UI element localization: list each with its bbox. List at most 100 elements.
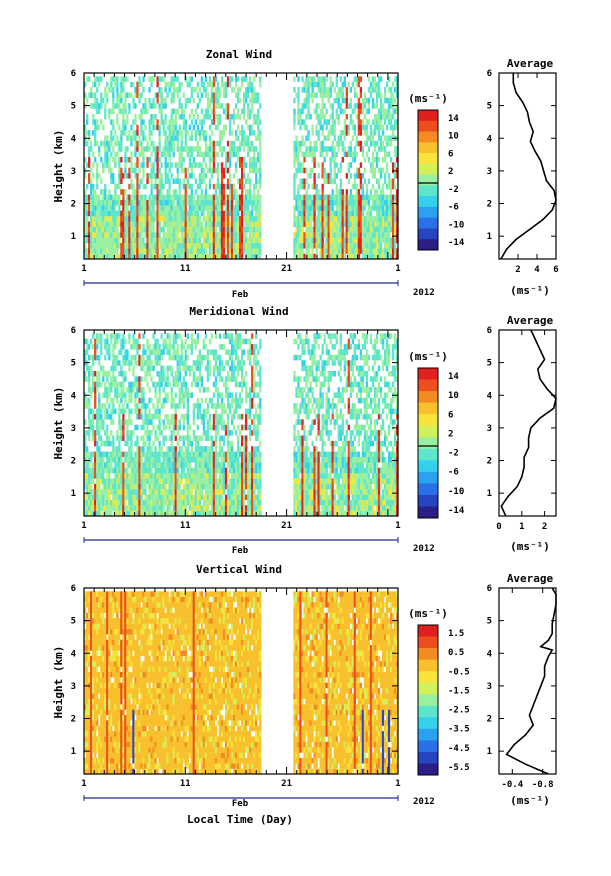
heatmap-cell: [178, 483, 181, 490]
heatmap-cell: [130, 124, 133, 131]
heatmap-cell: [212, 113, 216, 120]
heatmap-cell: [341, 97, 344, 104]
heatmap-cell: [144, 221, 147, 227]
heatmap-cell: [206, 467, 210, 474]
heatmap-cell: [166, 248, 169, 254]
heatmap-cell: [353, 232, 357, 238]
heatmap-cell: [329, 242, 332, 249]
heatmap-cell: [132, 216, 135, 222]
heatmap-cell: [192, 370, 195, 377]
heatmap-cell: [313, 205, 316, 211]
heatmap-cell: [249, 178, 252, 184]
heatmap-cell: [172, 462, 175, 468]
heatmap-cell: [152, 365, 155, 372]
heatmap-cell: [166, 221, 169, 227]
heatmap-cell: [98, 205, 101, 211]
heatmap-cell: [379, 108, 383, 115]
heatmap-cell: [389, 140, 393, 147]
heatmap-cell: [375, 242, 379, 249]
heatmap-cell: [319, 140, 322, 147]
heatmap-cell: [156, 494, 159, 501]
heatmap-cell: [335, 194, 338, 201]
heatmap-cell: [138, 194, 141, 201]
heatmap-cell: [367, 194, 371, 201]
heatmap-cell: [249, 226, 252, 233]
heatmap-cell: [311, 151, 314, 158]
heatmap-cell: [110, 130, 113, 136]
heatmap-cell: [108, 413, 111, 420]
heatmap-cell: [369, 81, 373, 88]
heatmap-cell: [325, 216, 328, 222]
heatmap-cell: [172, 210, 175, 217]
heatmap-cell: [108, 248, 111, 254]
heatmap-cell: [104, 151, 107, 158]
heatmap-cell: [118, 221, 121, 227]
heatmap-cell: [122, 333, 125, 339]
heatmap-cell: [184, 226, 187, 233]
heatmap-cell: [208, 156, 212, 163]
heatmap-cell: [166, 178, 169, 184]
heatmap-cell: [194, 232, 198, 238]
heatmap-cell: [226, 221, 230, 227]
heatmap-cell: [100, 424, 103, 431]
heatmap-cell: [98, 456, 101, 463]
heatmap-cell: [170, 237, 173, 244]
heatmap-cell: [112, 408, 115, 415]
heatmap-cell: [94, 430, 97, 436]
heatmap-cell: [176, 226, 179, 233]
heatmap-cell: [210, 462, 214, 468]
heatmap-cell: [178, 365, 181, 372]
heatmap-cell: [299, 210, 302, 217]
colorbar-tick-label: -2: [448, 185, 459, 195]
heatmap-cell: [148, 483, 151, 490]
heatmap-cell: [186, 344, 189, 350]
heatmap-cell: [379, 253, 383, 260]
heatmap-cell: [214, 205, 218, 211]
heatmap-cell: [196, 397, 200, 404]
heatmap-cell: [337, 205, 340, 211]
heatmap-cell: [100, 156, 103, 163]
heatmap-cell: [136, 387, 139, 393]
heatmap-cell: [216, 216, 220, 222]
heatmap-cell: [126, 135, 129, 141]
heatmap-cell: [228, 199, 232, 206]
heatmap-cell: [208, 435, 212, 441]
heatmap-cell: [116, 119, 119, 125]
heatmap-cell: [317, 210, 320, 217]
heatmap-cell: [204, 173, 208, 179]
heatmap-cell: [204, 446, 208, 452]
heatmap-cell: [140, 489, 143, 495]
heatmap-cell: [387, 135, 391, 141]
heatmap-cell: [361, 173, 365, 179]
heatmap-cell: [192, 494, 195, 501]
heatmap-cell: [245, 210, 248, 217]
heatmap-cell: [156, 97, 159, 104]
heatmap-cell: [198, 473, 202, 479]
heatmap-cell: [162, 237, 165, 244]
heatmap-cell: [124, 97, 127, 104]
heatmap-cell: [253, 194, 256, 201]
heatmap-cell: [138, 237, 141, 244]
heatmap-cell: [385, 151, 389, 158]
heatmap-cell: [190, 494, 193, 501]
heatmap-cell: [230, 216, 234, 222]
heatmap-cell: [337, 103, 340, 109]
heatmap-cell: [192, 173, 195, 179]
heatmap-cell: [251, 81, 254, 88]
heatmap-cell: [126, 119, 129, 125]
heatmap-cell: [152, 505, 155, 511]
heatmap-cell: [160, 381, 163, 388]
heatmap-cell: [355, 189, 359, 195]
heatmap-cell: [144, 360, 147, 366]
heatmap-cell: [251, 194, 254, 201]
heatmap-cell: [301, 135, 304, 141]
heatmap-cell: [204, 76, 208, 82]
heatmap-cell: [106, 194, 109, 201]
heatmap-cell: [128, 478, 131, 484]
heatmap-cell: [168, 205, 171, 211]
heatmap-cell: [253, 205, 256, 211]
heatmap-cell: [198, 354, 202, 361]
heatmap-cell: [144, 248, 147, 254]
heatmap-cell: [114, 81, 117, 88]
heatmap-cell: [190, 237, 193, 244]
